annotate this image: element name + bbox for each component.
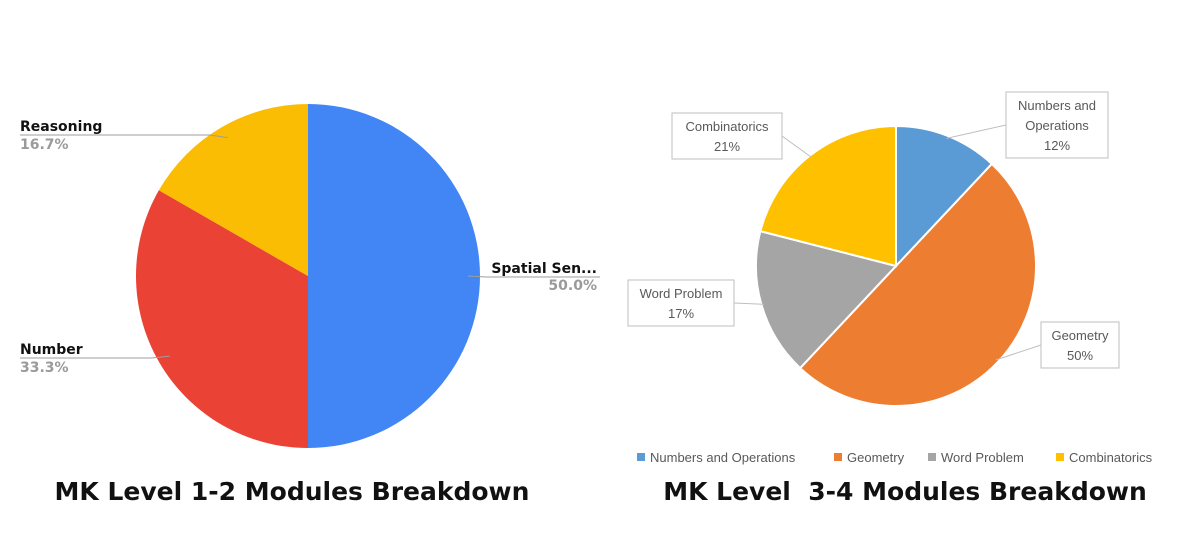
pie-slice-number	[135, 190, 308, 448]
pie-slice-geometry	[798, 162, 1037, 407]
legend-swatch-combinatorics	[1056, 453, 1064, 461]
slice-label-number: Number	[20, 342, 83, 358]
legend-label-numbers-and-operations: Numbers and Operations	[650, 450, 796, 465]
legend-swatch-numbers-and-operations	[637, 453, 645, 461]
chart-level-1-2: Spatial Sen...50.0% Number 33.3% Reasoning 1…	[20, 103, 600, 448]
chart-title-level-1-2: MK Level 1-2 Modules Breakdown	[55, 477, 530, 506]
leader-line-number	[20, 355, 170, 359]
callout-box-geometry	[1040, 321, 1120, 369]
callout-box-numbers-and-operations	[1005, 91, 1109, 159]
callout-box-combinatorics	[671, 112, 783, 160]
chart-title-level-3-4: MK Level 3-4 Modules Breakdown	[663, 477, 1147, 506]
slice-label-spatial-sen: Spatial Sen...	[491, 261, 597, 277]
slice-label-numbers-and-operations-line-1: Numbers and	[1018, 98, 1096, 113]
slice-value-number: 33.3%	[20, 360, 69, 376]
legend-label-combinatorics: Combinatorics	[1069, 450, 1153, 465]
leader-line-spatial-sen	[467, 275, 600, 278]
slice-value-word-problem: 17%	[668, 306, 694, 321]
legend-label-word-problem: Word Problem	[941, 450, 1024, 465]
slice-label-word-problem: Word Problem	[640, 286, 723, 301]
leader-line-word-problem	[733, 302, 765, 305]
leader-line-reasoning	[20, 134, 228, 139]
pie-slice-word-problem	[755, 229, 898, 370]
leader-line-numbers-and-operations	[946, 124, 1007, 139]
slice-value-reasoning: 16.7%	[20, 137, 69, 153]
slice-label-reasoning: Reasoning	[20, 119, 102, 135]
legend-swatch-word-problem	[928, 453, 936, 461]
slice-value-numbers-and-operations: 12%	[1044, 138, 1070, 153]
callout-box-word-problem	[627, 279, 735, 327]
slice-label-geometry: Geometry	[1051, 328, 1109, 343]
leader-line-geometry	[995, 344, 1042, 361]
slice-value-spatial-sen: 50.0%	[548, 278, 597, 294]
slice-value-geometry: 50%	[1067, 348, 1093, 363]
chart-level-3-4: Numbers and Operations 12% Geometry 50% Word …	[627, 91, 1153, 465]
leader-line-combinatorics	[781, 135, 813, 159]
slice-value-combinatorics: 21%	[714, 139, 740, 154]
legend-swatch-geometry	[834, 453, 842, 461]
pie-slice-combinatorics	[759, 124, 897, 268]
pie-slice-reasoning	[158, 103, 308, 276]
slice-label-numbers-and-operations-line-2: Operations	[1025, 118, 1089, 133]
slice-label-combinatorics: Combinatorics	[685, 119, 769, 134]
pie-slice-spatial-sen	[308, 104, 480, 448]
pie-slice-numbers-and-operations	[895, 124, 994, 269]
legend-label-geometry: Geometry	[847, 450, 905, 465]
